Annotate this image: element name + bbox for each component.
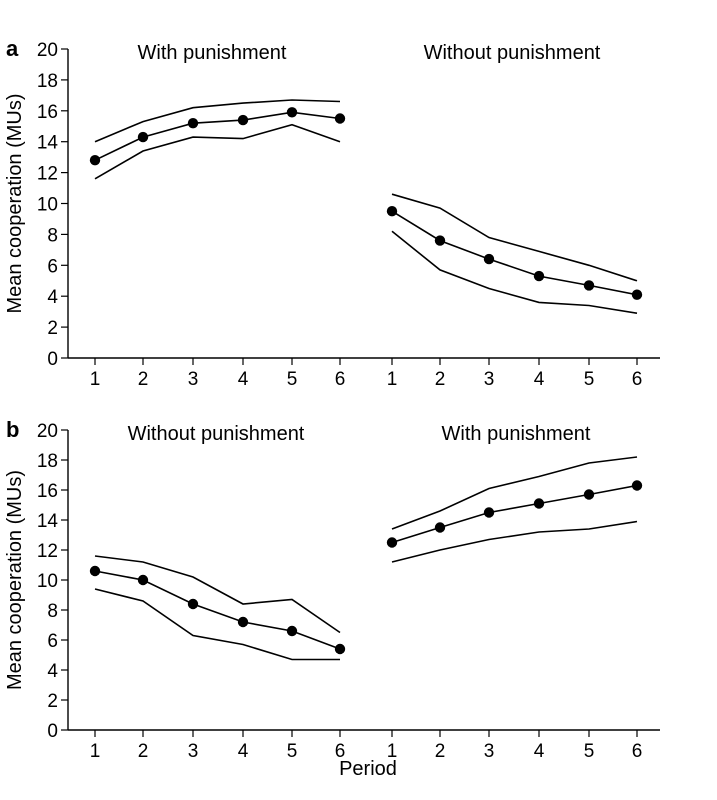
y-tick-label: 0	[47, 721, 58, 742]
mean-point	[386, 537, 398, 548]
upper-bound-line	[391, 193, 638, 282]
x-tick-label: 4	[238, 741, 249, 762]
x-tick-label: 3	[484, 369, 495, 390]
upper-bound-line	[94, 99, 341, 143]
y-tick-label: 2	[47, 318, 58, 339]
mean-point	[386, 206, 398, 217]
condition-label: With punishment	[442, 423, 591, 445]
y-tick-label: 2	[47, 691, 58, 712]
segment-1: Without punishment 1 2 3 4 5 6	[90, 423, 346, 762]
lower-bound-line	[391, 230, 638, 314]
mean-point	[187, 598, 199, 610]
y-tick-label: 8	[47, 601, 58, 622]
y-tick-label: 10	[37, 195, 58, 216]
y-tick-label: 6	[47, 631, 58, 652]
x-tick-label: 6	[335, 741, 346, 762]
mean-point	[137, 574, 149, 586]
x-tick-label: 5	[287, 369, 298, 390]
lower-bound-line	[391, 520, 638, 563]
mean-point	[187, 118, 199, 129]
x-tick-label: 5	[287, 741, 298, 762]
mean-point	[631, 480, 643, 491]
condition-label: Without punishment	[424, 42, 601, 64]
mean-point	[334, 113, 346, 124]
x-tick-label: 2	[138, 369, 149, 390]
y-tick-label: 10	[37, 571, 58, 592]
mean-point	[434, 522, 446, 533]
mean-point	[89, 155, 101, 166]
x-tick-label: 6	[632, 741, 643, 762]
mean-point	[631, 289, 643, 300]
mean-point	[286, 625, 298, 637]
y-tick-label: 8	[47, 225, 58, 246]
mean-point	[237, 616, 249, 628]
y-axis-label: Mean cooperation (MUs)	[4, 470, 26, 690]
mean-point	[533, 498, 545, 509]
y-tick-label: 18	[37, 451, 58, 472]
x-tick-label: 1	[90, 741, 101, 762]
mean-point	[434, 235, 446, 246]
y-tick-label: 14	[37, 133, 59, 154]
x-tick-label: 1	[387, 369, 398, 390]
x-tick-label: 3	[188, 741, 199, 762]
mean-line	[94, 111, 341, 161]
condition-label: Without punishment	[128, 423, 305, 445]
panel-letter: a	[6, 36, 19, 61]
x-tick-label: 5	[584, 369, 595, 390]
mean-point	[533, 270, 545, 282]
panel-letter: b	[6, 417, 19, 442]
mean-point	[286, 107, 298, 118]
y-tick-label: 4	[47, 287, 58, 308]
y-tick-label: 20	[37, 421, 58, 442]
x-tick-label: 1	[387, 741, 398, 762]
lower-bound-line	[94, 588, 340, 661]
y-tick-label: 20	[37, 40, 58, 61]
mean-point	[137, 131, 149, 143]
y-tick-label: 6	[47, 256, 58, 277]
y-tick-label: 16	[37, 481, 58, 502]
segment-2: Without punishment 1 2 3 4 5 6	[387, 42, 643, 390]
mean-point	[334, 643, 346, 655]
mean-point	[483, 507, 495, 518]
y-tick-label: 4	[47, 661, 58, 682]
mean-point	[237, 114, 249, 126]
mean-line	[391, 484, 638, 544]
x-tick-label: 6	[335, 369, 346, 390]
x-tick-label: 1	[90, 369, 101, 390]
y-tick-label: 0	[47, 349, 58, 370]
segment-2: With punishment 1 2 3 4 5 6	[387, 423, 643, 762]
y-tick-label: 16	[37, 102, 58, 123]
y-tick-label: 18	[37, 71, 58, 92]
y-tick-label: 12	[37, 164, 58, 185]
x-tick-label: 6	[632, 369, 643, 390]
mean-line	[94, 570, 341, 650]
upper-bound-line	[391, 456, 638, 530]
mean-point	[583, 280, 595, 291]
x-tick-label: 4	[534, 741, 545, 762]
y-tick-label: 12	[37, 541, 58, 562]
y-axis-label: Mean cooperation (MUs)	[4, 93, 26, 313]
mean-point	[583, 489, 595, 500]
x-tick-label: 4	[534, 369, 545, 390]
x-tick-label: 4	[238, 369, 249, 390]
x-tick-label: 2	[435, 369, 446, 390]
x-tick-label: 2	[435, 741, 446, 762]
upper-bound-line	[94, 555, 341, 634]
mean-point	[483, 253, 495, 265]
mean-line	[391, 210, 638, 296]
mean-point	[89, 565, 101, 577]
x-tick-label: 5	[584, 741, 595, 762]
condition-label: With punishment	[138, 42, 287, 64]
x-axis-label: Period	[339, 758, 397, 780]
segment-1: With punishment 1 2 3 4 5 6	[90, 42, 346, 390]
x-tick-label: 2	[138, 741, 149, 762]
lower-bound-line	[94, 123, 341, 180]
x-tick-label: 3	[188, 369, 199, 390]
x-tick-label: 3	[484, 741, 495, 762]
y-tick-label: 14	[37, 511, 59, 532]
